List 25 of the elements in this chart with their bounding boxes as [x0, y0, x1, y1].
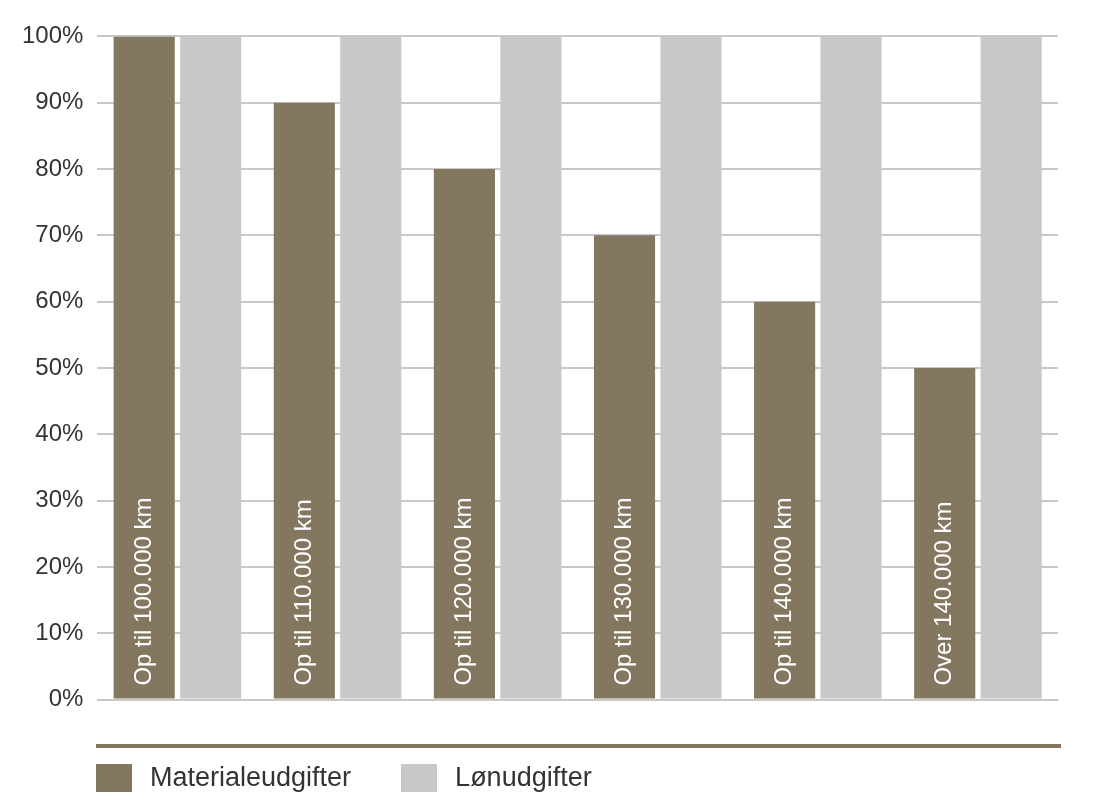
y-tick-label: 50% — [35, 352, 84, 380]
bar — [914, 368, 976, 699]
y-tick-label: 30% — [35, 485, 84, 513]
y-tick-label: 80% — [35, 153, 84, 181]
bar — [593, 235, 656, 699]
y-tick-label: 40% — [35, 418, 84, 446]
x-tick-label: Op til 120.000 km — [449, 497, 477, 686]
legend-label: Materialeudgifter — [150, 762, 352, 793]
y-tick-label: 0% — [48, 684, 84, 712]
bar — [754, 301, 816, 699]
bar — [113, 36, 175, 699]
legend-label: Lønudgifter — [455, 762, 592, 793]
x-tick-label: Op til 110.000 km — [288, 499, 316, 686]
y-tick-label: 60% — [35, 286, 84, 314]
x-tick-label: Op til 130.000 km — [609, 497, 637, 686]
y-tick-label: 20% — [35, 551, 84, 579]
x-tick-label: Over 140.000 km — [929, 501, 957, 686]
bar — [433, 169, 495, 699]
x-tick-label: Op til 140.000 km — [769, 497, 797, 686]
x-tick-label: Op til 100.000 km — [128, 497, 156, 686]
y-tick-label: 70% — [35, 219, 84, 247]
y-tick-label: 90% — [35, 87, 84, 115]
y-tick-label: 100% — [21, 21, 84, 49]
y-tick-label: 10% — [35, 617, 84, 645]
bar — [273, 102, 335, 699]
